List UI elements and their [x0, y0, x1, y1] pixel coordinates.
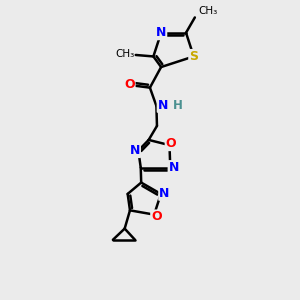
Text: CH₃: CH₃: [198, 6, 218, 16]
Text: CH₃: CH₃: [115, 50, 134, 59]
Text: N: N: [156, 26, 166, 39]
Text: N: N: [130, 144, 140, 157]
Text: N: N: [169, 161, 179, 174]
Text: N: N: [158, 99, 168, 112]
Text: O: O: [124, 78, 135, 91]
Text: O: O: [166, 137, 176, 150]
Text: O: O: [151, 211, 162, 224]
Text: H: H: [173, 99, 183, 112]
Text: N: N: [159, 187, 170, 200]
Text: S: S: [189, 50, 198, 63]
